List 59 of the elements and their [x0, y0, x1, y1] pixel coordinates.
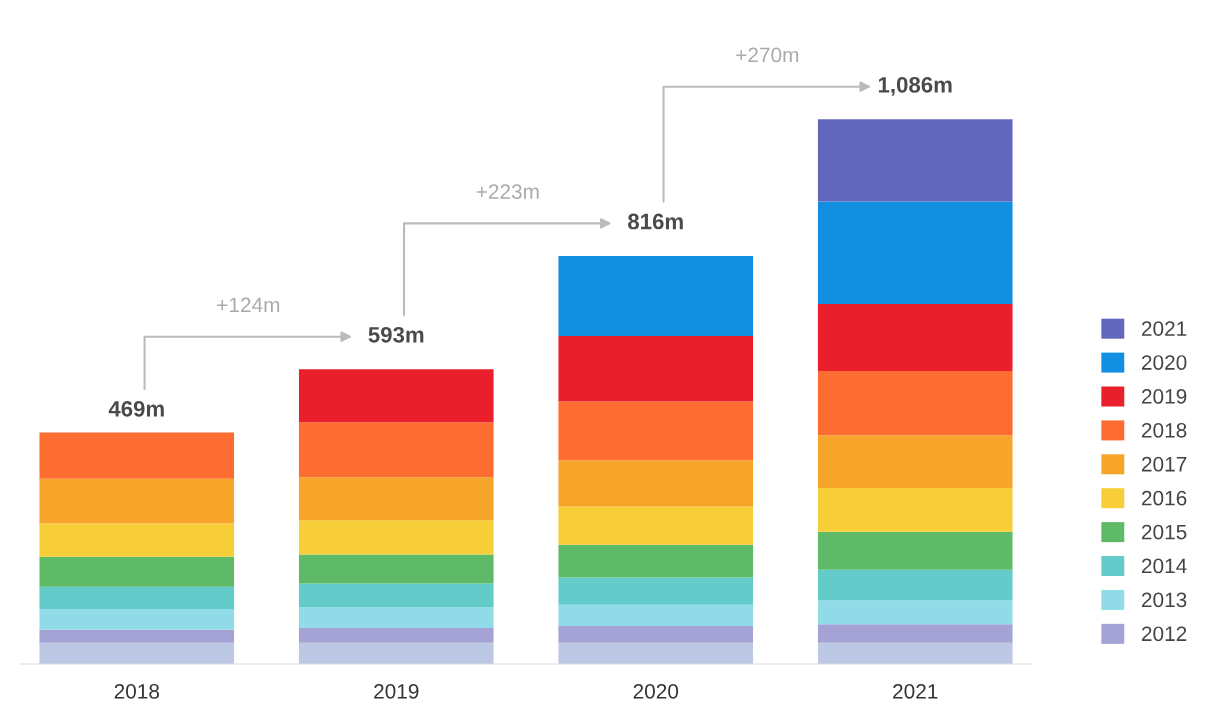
bar: [298, 628, 494, 643]
bar: [39, 608, 235, 630]
bar: [558, 336, 754, 402]
legend-label: 2015: [1141, 524, 1187, 540]
bar: [298, 369, 494, 423]
bar: [39, 523, 235, 557]
bar: [298, 642, 494, 664]
bar: [817, 435, 1013, 489]
bar: [39, 642, 235, 664]
legend-label: 2020: [1141, 355, 1187, 370]
bar: [817, 531, 1013, 570]
legend-label: 2014: [1141, 558, 1187, 574]
bar: [39, 586, 235, 609]
x-tick-label: 2020: [633, 683, 679, 699]
x-tick-label: 2018: [114, 683, 160, 699]
annotation: 593m: [368, 326, 424, 343]
legend-label: 2021: [1141, 321, 1187, 336]
bar: [39, 432, 235, 479]
bar: [817, 370, 1013, 436]
bar: [39, 556, 235, 587]
bar: [558, 604, 754, 626]
bar: [558, 625, 754, 643]
bar: [558, 506, 754, 545]
bar: [817, 119, 1013, 202]
x-tick-label: 2019: [374, 683, 419, 699]
bar: [558, 642, 754, 664]
bar: [817, 600, 1013, 625]
bar: [558, 544, 754, 578]
x-tick-label: 2021: [893, 683, 938, 699]
bar: [298, 422, 494, 478]
bar: [39, 478, 235, 524]
annotation: +223m: [476, 184, 539, 200]
bar: [817, 201, 1013, 304]
annotation: 1,086m: [878, 76, 952, 96]
legend-label: 2016: [1141, 490, 1187, 506]
annotation: +124m: [217, 297, 280, 313]
bar: [558, 460, 754, 507]
bar: [817, 624, 1013, 643]
bar: [817, 488, 1013, 532]
annotation: 816m: [628, 213, 683, 230]
bar: [298, 607, 494, 629]
bar: [298, 583, 494, 608]
bar: [39, 629, 235, 643]
legend-label: 2013: [1141, 592, 1187, 608]
text: +270m: [736, 47, 799, 63]
bar: [298, 520, 494, 555]
bar: [298, 477, 494, 521]
annotation: 469m: [108, 400, 164, 417]
legend-label: 2017: [1141, 456, 1187, 472]
bar: [558, 577, 754, 605]
bar: [817, 569, 1013, 601]
legend-label: 2012: [1141, 626, 1187, 642]
bar: [817, 303, 1013, 371]
bar: [817, 642, 1013, 664]
bar: [558, 256, 754, 337]
legend-label: 2018: [1141, 422, 1187, 438]
legend-label: 2019: [1141, 389, 1187, 404]
bar: [298, 554, 494, 584]
bar: [558, 401, 754, 461]
